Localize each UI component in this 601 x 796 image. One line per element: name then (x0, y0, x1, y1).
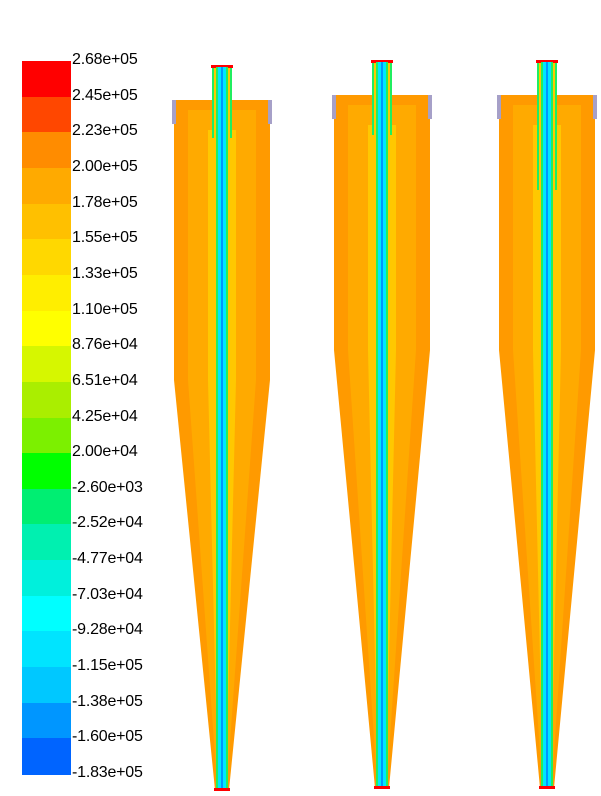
legend-swatch (22, 631, 71, 668)
legend-label: 2.45e+05 (72, 86, 138, 104)
legend-swatch (22, 417, 71, 454)
core-blue (381, 62, 383, 788)
legend-label: -2.52e+04 (72, 514, 143, 532)
legend-label: -9.28e+04 (72, 621, 143, 639)
legend-swatch (22, 667, 71, 704)
legend-label: 2.23e+05 (72, 122, 138, 140)
vortex-finder-outlet (211, 65, 233, 68)
vortex-finder-wall-right (390, 62, 392, 135)
vortex-finder-wall-right (555, 62, 557, 190)
legend-swatch (22, 346, 71, 383)
legend-swatch (22, 203, 71, 240)
legend-swatch (22, 310, 71, 347)
legend-swatch (22, 595, 71, 632)
vortex-finder-wall-left (212, 67, 214, 138)
legend-label: 1.10e+05 (72, 300, 138, 318)
legend-label: 2.00e+05 (72, 157, 138, 175)
vortex-finder-outlet (371, 60, 393, 63)
legend-swatch (22, 453, 71, 490)
core-blue (221, 67, 223, 790)
cyclone-wall-right (268, 100, 272, 124)
legend-label: 8.76e+04 (72, 336, 138, 354)
legend-label: -1.83e+05 (72, 764, 143, 781)
legend-label: -1.38e+05 (72, 692, 143, 710)
color-legend: 2.68e+05 2.45e+05 2.23e+05 2.00e+05 1.78e+05… (22, 52, 172, 781)
legend-label: 1.78e+05 (72, 193, 138, 211)
legend-swatch (22, 524, 71, 561)
cyclone-wall-left (332, 95, 336, 119)
legend-swatch (22, 96, 71, 133)
underflow-outlet (539, 786, 555, 789)
legend-label: 1.55e+05 (72, 229, 138, 247)
legend-swatch (22, 239, 71, 276)
legend-swatch (22, 702, 71, 739)
cyclone-wall-left (497, 95, 501, 119)
legend-label: -1.60e+05 (72, 728, 143, 746)
legend-swatch (22, 167, 71, 205)
cyclone-wall-right (593, 95, 597, 119)
cyclone-wall-right (428, 95, 432, 119)
legend-swatch (22, 738, 71, 775)
vortex-finder-wall-left (372, 62, 374, 135)
vortex-finder-outlet (536, 60, 558, 63)
legend-label: 2.00e+04 (72, 443, 138, 461)
legend-label: -4.77e+04 (72, 550, 143, 568)
cyclone-wall-left (172, 100, 176, 124)
vortex-finder-wall-right (230, 67, 232, 138)
legend-label: -1.15e+05 (72, 657, 143, 675)
legend-swatch (22, 61, 71, 98)
legend-swatch (22, 274, 71, 312)
legend-swatch (22, 132, 71, 169)
legend-swatch (22, 381, 71, 419)
legend-label: 6.51e+04 (72, 371, 138, 389)
legend-label: 4.25e+04 (72, 407, 138, 425)
vortex-finder-wall-left (537, 62, 539, 190)
underflow-outlet (374, 786, 390, 789)
legend-label: 1.33e+05 (72, 264, 138, 282)
underflow-outlet (214, 788, 230, 791)
legend-label: -7.03e+04 (72, 585, 143, 603)
core-blue (546, 62, 548, 788)
legend-label: -2.60e+03 (72, 478, 143, 496)
legend-swatch (22, 488, 71, 526)
legend-label: 2.68e+05 (72, 51, 138, 68)
legend-swatch (22, 560, 71, 597)
